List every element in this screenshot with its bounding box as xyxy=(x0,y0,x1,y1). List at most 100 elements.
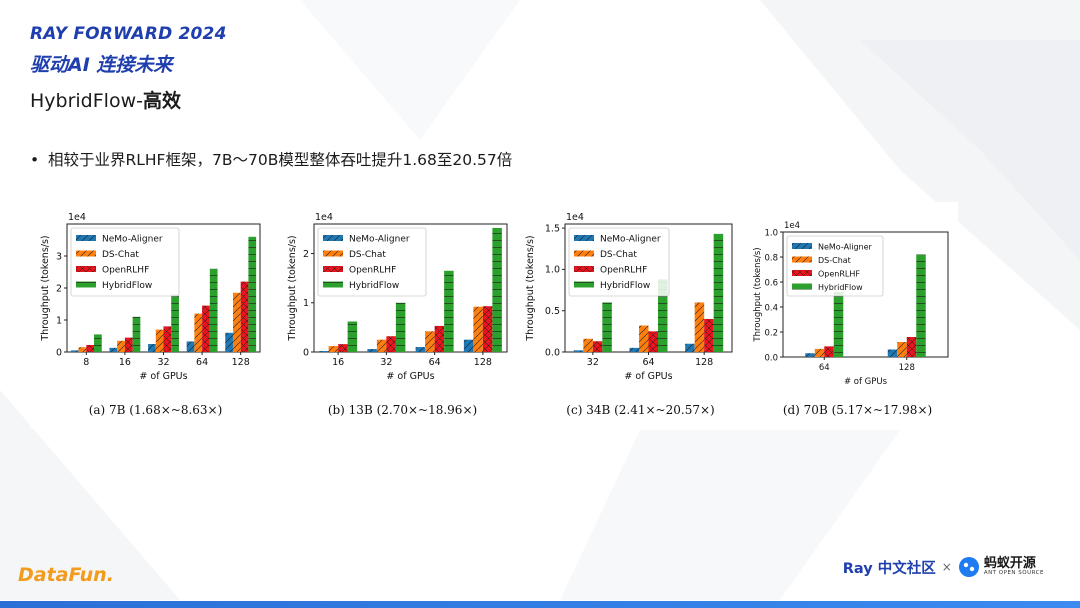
y-tick-label: 1.0 xyxy=(545,265,560,276)
bar-nemo-aligner-32 xyxy=(148,344,156,352)
bar-hybridflow-128 xyxy=(492,227,502,352)
legend-label: DS-Chat xyxy=(818,256,851,265)
y-tick-label: 3 xyxy=(56,251,62,262)
y-tick-label: 2 xyxy=(303,249,309,260)
axis-multiplier: 1e4 xyxy=(315,212,333,223)
y-tick-label: 1.0 xyxy=(764,228,778,238)
bar-ds-chat-32 xyxy=(583,338,593,352)
bar-ds-chat-64 xyxy=(425,331,435,352)
y-tick-label: 1 xyxy=(303,298,309,309)
legend-swatch xyxy=(323,235,343,241)
y-tick-label: 0.4 xyxy=(764,303,778,313)
legend-label: OpenRLHF xyxy=(818,270,860,279)
bar-ds-chat-64 xyxy=(639,325,649,352)
ant-icon xyxy=(958,557,979,577)
y-axis-label: Throughput (tokens/s) xyxy=(287,235,298,341)
y-tick-label: 0.0 xyxy=(764,353,778,363)
bar-openrlhf-64 xyxy=(824,346,834,357)
legend-label: NeMo-Aligner xyxy=(102,235,163,245)
bar-nemo-aligner-64 xyxy=(186,341,195,352)
legend-label: HybridFlow xyxy=(349,281,399,291)
legend-swatch xyxy=(574,266,594,272)
ray-community-logo: Ray 中文社区 xyxy=(842,560,936,577)
axis-multiplier: 1e4 xyxy=(784,221,800,231)
bullet-text: 相较于业界RLHF框架，7B～70B模型整体吞吐提升1.68至20.57倍 xyxy=(48,151,513,169)
bar-hybridflow-32 xyxy=(602,302,612,352)
bar-ds-chat-16 xyxy=(328,346,339,352)
legend-swatch xyxy=(323,266,343,272)
footer-partners: Ray 中文社区 × 蚂蚁开源 ANT OPEN SOURCE xyxy=(843,552,1044,582)
bar-nemo-aligner-128 xyxy=(463,339,474,352)
ant-open-source-subtext: ANT OPEN SOURCE xyxy=(983,570,1044,576)
datafun-logo: DataFun. xyxy=(18,564,114,586)
brand-subtitle: 驱动AI 连接未来 xyxy=(30,54,173,76)
y-tick-label: 0.0 xyxy=(545,347,560,358)
bar-ds-chat-128 xyxy=(694,302,705,352)
bar-openrlhf-128 xyxy=(240,281,249,352)
legend-swatch xyxy=(76,266,96,272)
bar-hybridflow-8 xyxy=(94,334,102,352)
bar-openrlhf-32 xyxy=(386,336,396,352)
x-tick-label: 128 xyxy=(899,363,915,373)
axis-multiplier: 1e4 xyxy=(566,212,584,223)
legend-swatch xyxy=(76,235,96,241)
bar-ds-chat-64 xyxy=(814,348,825,357)
legend-label: OpenRLHF xyxy=(349,266,396,276)
x-tick-label: 64 xyxy=(429,357,441,368)
x-tick-label: 32 xyxy=(380,357,392,368)
bar-hybridflow-64 xyxy=(444,270,454,352)
bar-openrlhf-64 xyxy=(648,331,658,352)
y-tick-label: 0.8 xyxy=(764,253,778,263)
x-tick-label: 32 xyxy=(587,357,599,368)
legend-label: DS-Chat xyxy=(600,250,637,260)
x-axis-label: # of GPUs xyxy=(139,371,187,382)
legend-label: HybridFlow xyxy=(102,281,152,291)
axes-frame xyxy=(782,231,949,358)
bar-nemo-aligner-64 xyxy=(629,347,639,352)
legend-box xyxy=(70,227,180,297)
y-tick-label: 1 xyxy=(56,315,62,326)
page-title-bold: 高效 xyxy=(142,90,181,112)
bar-ds-chat-128 xyxy=(897,342,907,357)
legend-label: NeMo-Aligner xyxy=(349,235,410,245)
bar-nemo-aligner-128 xyxy=(887,349,898,357)
bar-hybridflow-16 xyxy=(347,321,358,352)
bar-nemo-aligner-32 xyxy=(573,350,584,352)
bottom-bar xyxy=(0,601,1080,608)
legend-swatch xyxy=(323,281,343,288)
x-axis-label: # of GPUs xyxy=(386,371,434,382)
x-tick-label: 32 xyxy=(157,357,169,368)
chart-panel-1: 0 1 2 3 1e4 Throughput (tokens/s) # of GPUs 8 16… xyxy=(40,212,261,417)
bar-ds-chat-128 xyxy=(232,292,241,352)
legend-swatch xyxy=(792,270,812,276)
y-axis-label: Throughput (tokens/s) xyxy=(753,247,763,342)
legend-swatch xyxy=(792,283,812,290)
y-axis-label: Throughput (tokens/s) xyxy=(525,235,536,341)
legend-swatch xyxy=(792,243,812,249)
bar-nemo-aligner-8 xyxy=(70,350,79,352)
bar-nemo-aligner-64 xyxy=(415,347,426,352)
chart-caption: (a) 7B (1.68×~8.63×) xyxy=(89,403,223,417)
legend-swatch xyxy=(792,256,812,263)
bar-ds-chat-128 xyxy=(473,306,483,352)
legend-label: HybridFlow xyxy=(600,281,650,291)
bar-nemo-aligner-16 xyxy=(109,347,118,352)
bar-openrlhf-64 xyxy=(434,325,445,352)
bar-hybridflow-64 xyxy=(209,268,218,352)
bar-nemo-aligner-16 xyxy=(319,351,329,352)
x-tick-label: 128 xyxy=(474,357,492,368)
x-tick-label: 8 xyxy=(83,357,89,368)
bar-nemo-aligner-32 xyxy=(367,349,377,352)
legend-box xyxy=(786,235,884,297)
x-tick-label: 128 xyxy=(232,357,250,368)
bar-hybridflow-128 xyxy=(713,233,724,352)
bar-ds-chat-64 xyxy=(194,313,203,352)
legend-box xyxy=(568,227,670,297)
chart-caption: (d) 70B (5.17×~17.98×) xyxy=(783,403,932,417)
bar-openrlhf-128 xyxy=(906,337,917,357)
chart-caption: (b) 13B (2.70×~18.96×) xyxy=(328,403,477,417)
bar-openrlhf-16 xyxy=(124,337,133,352)
bar-nemo-aligner-64 xyxy=(805,353,815,357)
bar-openrlhf-64 xyxy=(202,305,210,352)
